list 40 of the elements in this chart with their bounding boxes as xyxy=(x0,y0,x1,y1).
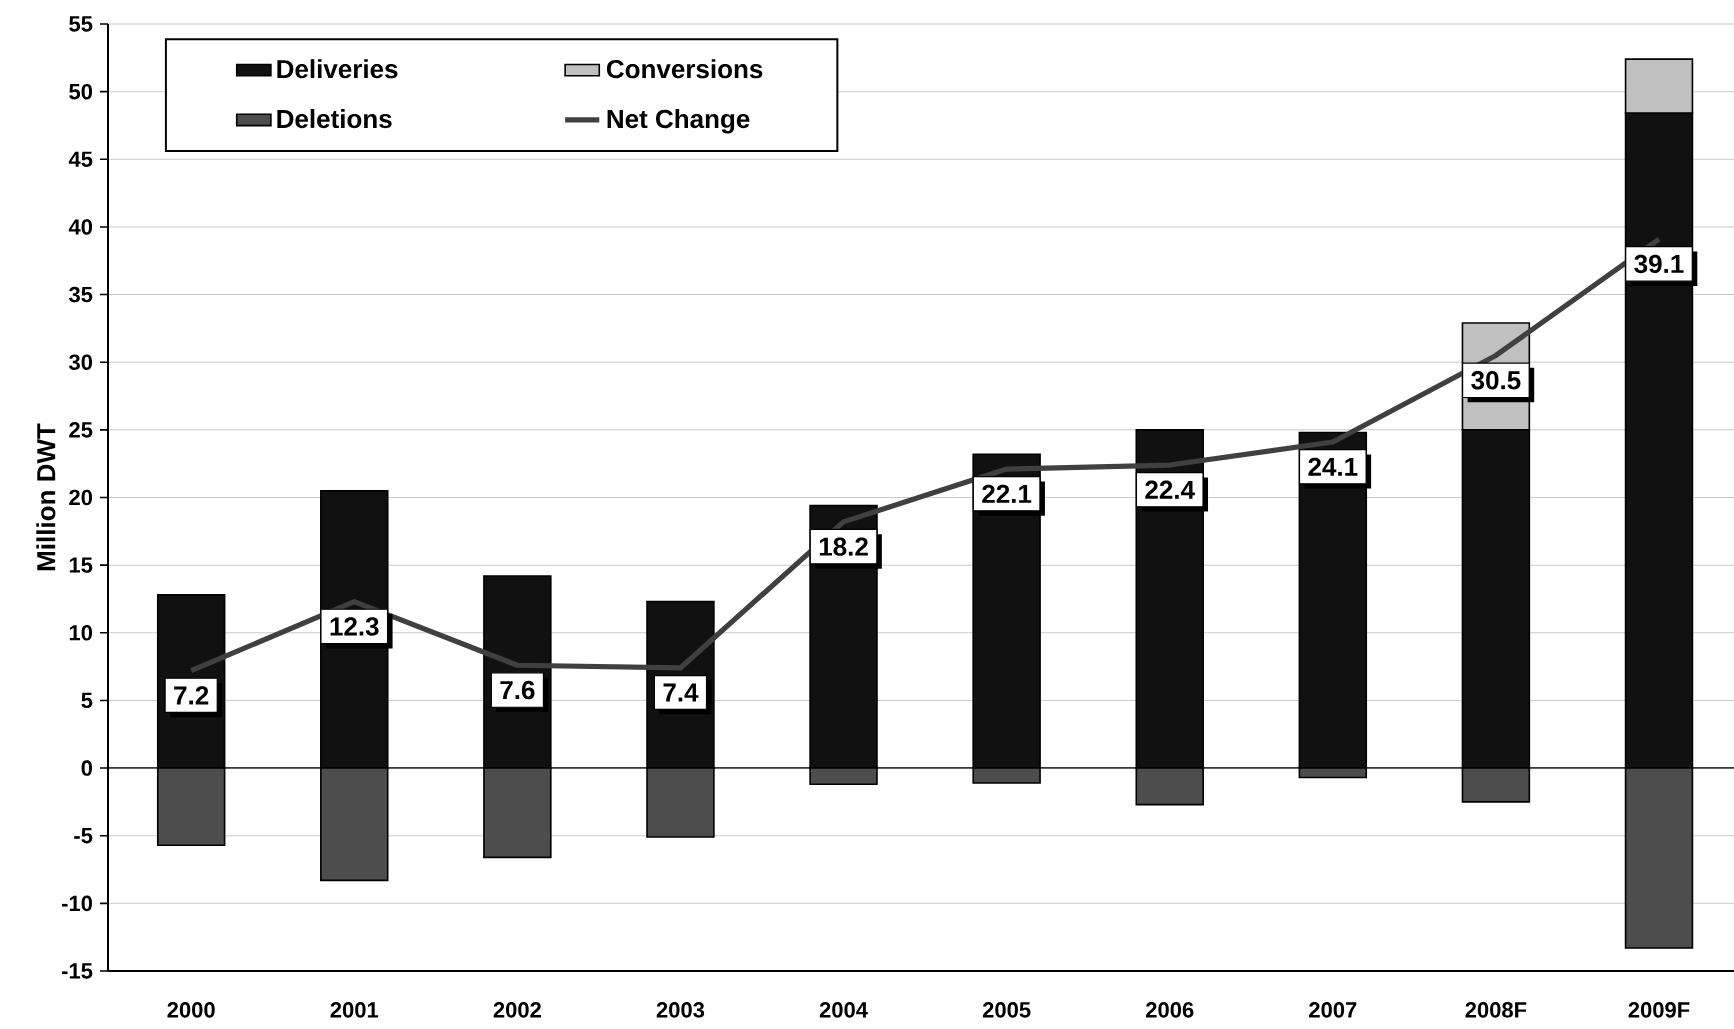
legend-label: Conversions xyxy=(606,59,763,79)
data-label: 12.3 xyxy=(330,617,379,636)
y-tick-label: 15 xyxy=(69,557,93,573)
y-tick-label: 35 xyxy=(68,286,93,303)
y-tick-label: 10 xyxy=(69,625,93,641)
legend-label: Deletions xyxy=(277,109,392,129)
data-label: 22.1 xyxy=(982,484,1032,503)
y-tick-label: -10 xyxy=(61,895,93,912)
data-label: 18.2 xyxy=(819,537,868,556)
x-tick-label: 2008F xyxy=(1465,1002,1527,1018)
x-tick-label: 2007 xyxy=(1309,1002,1357,1018)
y-tick-label: 5 xyxy=(81,692,93,709)
y-tick-label: 20 xyxy=(69,489,93,506)
x-tick-label: 2004 xyxy=(819,1002,868,1018)
y-tick-label: 55 xyxy=(69,16,93,32)
y-tick-label: 30 xyxy=(68,354,93,371)
y-tick-label: 45 xyxy=(68,151,93,167)
x-tick-label: 2000 xyxy=(167,1002,215,1018)
legend-label: Net Change xyxy=(607,109,750,134)
data-label: 39.1 xyxy=(1634,254,1684,274)
x-tick-label: 2002 xyxy=(493,1002,541,1018)
x-tick-label: 2009F xyxy=(1628,1002,1690,1018)
y-tick-label: 40 xyxy=(68,219,93,235)
y-tick-label: 50 xyxy=(69,83,93,100)
x-tick-label: 2003 xyxy=(656,1002,705,1018)
data-label: 24.1 xyxy=(1308,457,1358,476)
data-label: 7.6 xyxy=(500,680,535,700)
y-tick-label: -5 xyxy=(74,828,93,844)
x-tick-label: 2006 xyxy=(1146,1002,1194,1018)
y-tick-label: 25 xyxy=(69,422,93,438)
y-axis-title: Million DWT xyxy=(36,423,56,571)
x-tick-label: 2001 xyxy=(330,1002,379,1018)
y-tick-label: -15 xyxy=(61,963,93,979)
data-label: 7.2 xyxy=(174,686,209,705)
data-label: 7.4 xyxy=(663,683,699,702)
data-label: 22.4 xyxy=(1145,480,1195,499)
x-tick-label: 2005 xyxy=(982,1002,1031,1018)
data-label: 30.5 xyxy=(1471,371,1521,390)
legend-label: Deliveries xyxy=(277,59,398,79)
y-tick-label: 0 xyxy=(81,760,93,776)
